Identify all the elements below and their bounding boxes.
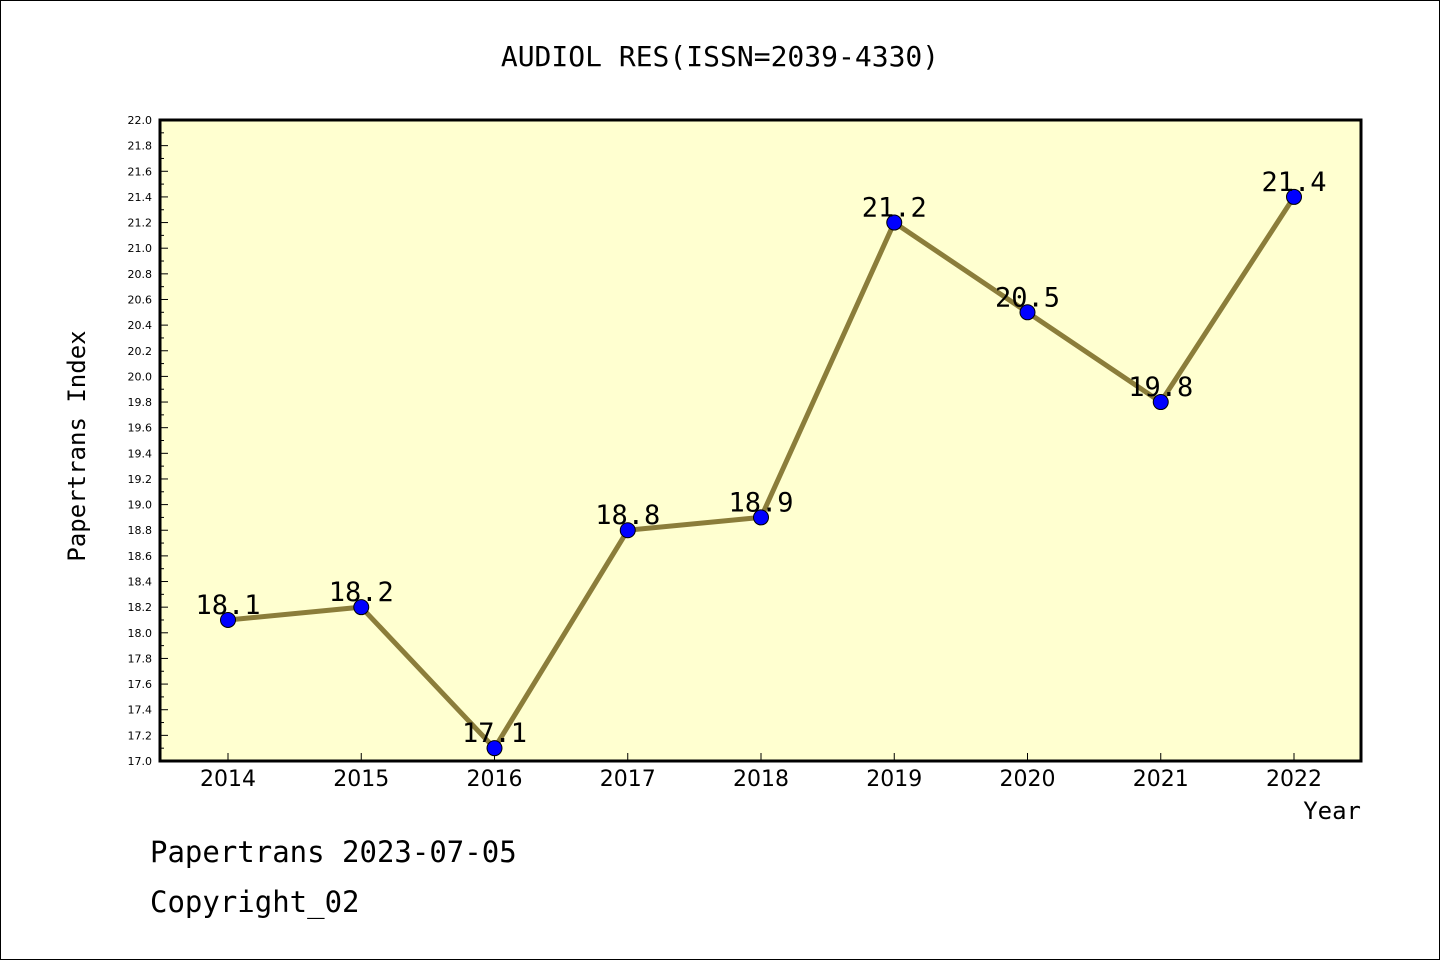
y-tick-label: 21.8: [128, 140, 153, 153]
x-axis: 2014 2015 2016 2017 2018 2019 2020 2021 2022: [200, 753, 1322, 792]
x-tick-label: 2017: [600, 767, 656, 792]
y-tick-label: 20.0: [128, 370, 153, 383]
data-label: 21.4: [1261, 167, 1326, 198]
x-tick-label: 2015: [333, 767, 389, 792]
y-tick-label: 20.2: [128, 345, 153, 358]
data-label: 19.8: [1128, 372, 1193, 403]
x-tick-label: 2021: [1133, 767, 1189, 792]
y-tick-label: 17.4: [128, 704, 153, 717]
y-tick-label: 17.6: [128, 678, 153, 691]
x-tick-label: 2019: [866, 767, 922, 792]
data-point: [1152, 394, 1169, 411]
x-tick-label: 2018: [733, 767, 789, 792]
footer-date: Papertrans 2023-07-05: [150, 835, 517, 869]
data-point: [753, 509, 769, 526]
x-tick-label: 2020: [1000, 767, 1056, 792]
y-tick-label: 20.6: [128, 293, 153, 306]
y-tick-label: 20.8: [128, 268, 153, 281]
y-tick-label: 22.0: [128, 114, 153, 127]
y-axis: 17.0 17.2 17.4 17.6 17.8 18.0 18.2 18.4 18.6 18.8…: [128, 114, 168, 768]
data-label: 20.5: [995, 282, 1060, 313]
y-tick-label: 21.2: [128, 217, 153, 230]
y-tick-label: 17.0: [128, 755, 153, 768]
x-tick-label: 2022: [1266, 767, 1322, 792]
data-point: [220, 611, 236, 628]
plot-area: [158, 118, 1363, 763]
data-point: [1019, 304, 1036, 321]
data-point: [886, 214, 903, 231]
y-axis-label: Papertrans Index: [63, 330, 91, 561]
footer-copyright: Copyright_02: [150, 885, 360, 919]
x-tick-label: 2016: [467, 767, 523, 792]
y-tick-label: 19.4: [128, 447, 153, 460]
y-tick-label: 19.2: [128, 473, 153, 486]
y-tick-label: 18.0: [128, 627, 153, 640]
data-point: [353, 599, 370, 616]
data-label: 21.2: [862, 193, 927, 224]
y-tick-label: 17.8: [128, 652, 153, 665]
y-tick-label: 18.6: [128, 550, 153, 563]
data-point: [1286, 188, 1302, 205]
data-point: [486, 740, 503, 757]
data-series: 18.1 18.2 17.1 18.8 18.9 21.2 20.5 19.8 21.4: [195, 167, 1327, 757]
y-tick-label: 20.4: [128, 319, 153, 332]
y-tick-label: 17.2: [128, 729, 153, 742]
data-label: 18.8: [595, 500, 660, 531]
data-label: 18.1: [195, 590, 260, 621]
data-label: 18.9: [728, 487, 793, 518]
y-tick-label: 18.2: [128, 601, 153, 614]
y-tick-label: 19.6: [128, 422, 153, 435]
x-axis-label: Year: [1303, 797, 1361, 825]
y-tick-label: 21.4: [128, 191, 153, 204]
x-tick-label: 2014: [200, 767, 256, 792]
data-point: [619, 522, 636, 539]
y-tick-label: 21.0: [128, 242, 153, 255]
y-tick-label: 21.6: [128, 165, 153, 178]
y-tick-label: 18.8: [128, 524, 153, 537]
y-tick-label: 18.4: [128, 576, 153, 589]
y-tick-label: 19.8: [128, 396, 153, 409]
data-label: 18.2: [329, 577, 394, 608]
y-tick-label: 19.0: [128, 499, 153, 512]
chart-title: AUDIOL RES(ISSN=2039-4330): [501, 40, 939, 73]
data-label: 17.1: [462, 718, 527, 749]
